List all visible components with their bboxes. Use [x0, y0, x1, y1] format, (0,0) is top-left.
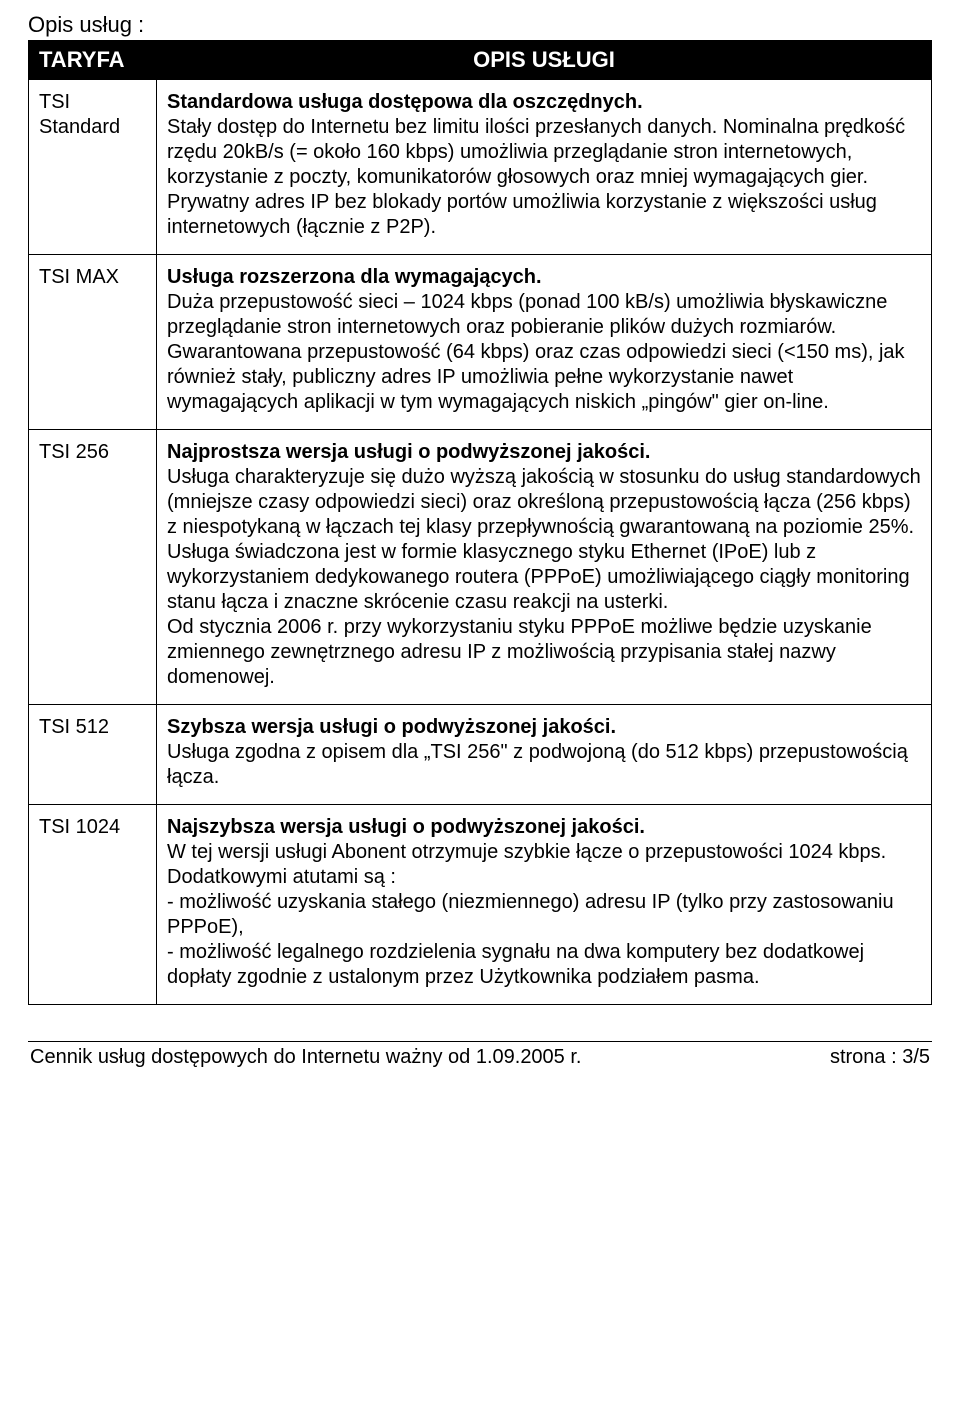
description-text: Usługa rozszerzona dla wymagających. Duża… — [167, 265, 921, 415]
footer-left: Cennik usług dostępowych do Internetu wa… — [30, 1046, 581, 1069]
col-header-tariff: TARYFA — [29, 41, 157, 80]
tariff-name-line1: TSI 512 — [39, 715, 146, 740]
tariff-cell: TSIStandard — [29, 80, 157, 255]
description-cell: Najszybsza wersja usługi o podwyższonej … — [157, 805, 932, 1005]
table-body: TSIStandard Standardowa usługa dostępowa … — [29, 80, 932, 1005]
description-cell: Standardowa usługa dostępowa dla oszczęd… — [157, 80, 932, 255]
description-rest: Usługa charakteryzuje się dużo wyższą ja… — [167, 466, 921, 688]
table-row: TSI 1024 Najszybsza wersja usługi o podwy… — [29, 805, 932, 1005]
description-cell: Usługa rozszerzona dla wymagających. Duża… — [157, 255, 932, 430]
description-cell: Szybsza wersja usługi o podwyższonej jak… — [157, 705, 932, 805]
description-text: Najprostsza wersja usługi o podwyższonej… — [167, 440, 921, 690]
services-table: TARYFA OPIS USŁUGI TSIStandard Standardow… — [28, 40, 932, 1005]
tariff-name-line1: TSI 256 — [39, 440, 146, 465]
description-text: Najszybsza wersja usługi o podwyższonej … — [167, 815, 921, 990]
description-bold: Szybsza wersja usługi o podwyższonej jak… — [167, 716, 616, 738]
footer-separator — [28, 1041, 932, 1042]
description-bold: Standardowa usługa dostępowa dla oszczęd… — [167, 91, 643, 113]
tariff-name-line1: TSI — [39, 90, 146, 115]
description-text: Standardowa usługa dostępowa dla oszczęd… — [167, 90, 921, 240]
tariff-name-line1: TSI 1024 — [39, 815, 146, 840]
table-header-row: TARYFA OPIS USŁUGI — [29, 41, 932, 80]
description-bold: Najszybsza wersja usługi o podwyższonej … — [167, 816, 645, 838]
tariff-cell: TSI 1024 — [29, 805, 157, 1005]
footer-right: strona : 3/5 — [830, 1046, 930, 1069]
description-bold: Usługa rozszerzona dla wymagających. — [167, 266, 542, 288]
tariff-name-line1: TSI MAX — [39, 265, 146, 290]
footer: Cennik usług dostępowych do Internetu wa… — [28, 1046, 932, 1069]
description-cell: Najprostsza wersja usługi o podwyższonej… — [157, 430, 932, 705]
description-rest: W tej wersji usługi Abonent otrzymuje sz… — [167, 841, 894, 988]
description-bold: Najprostsza wersja usługi o podwyższonej… — [167, 441, 650, 463]
description-rest: Stały dostęp do Internetu bez limitu ilo… — [167, 116, 905, 238]
col-header-desc: OPIS USŁUGI — [157, 41, 932, 80]
tariff-cell: TSI MAX — [29, 255, 157, 430]
description-rest: Duża przepustowość sieci – 1024 kbps (po… — [167, 291, 905, 413]
description-rest: Usługa zgodna z opisem dla „TSI 256" z p… — [167, 741, 908, 788]
table-row: TSI 256 Najprostsza wersja usługi o podwy… — [29, 430, 932, 705]
page: Opis usług : TARYFA OPIS USŁUGI TSIStand… — [0, 0, 960, 1089]
section-title: Opis usług : — [28, 12, 932, 38]
description-text: Szybsza wersja usługi o podwyższonej jak… — [167, 715, 921, 790]
tariff-cell: TSI 512 — [29, 705, 157, 805]
table-row: TSI MAX Usługa rozszerzona dla wymagający… — [29, 255, 932, 430]
table-row: TSI 512 Szybsza wersja usługi o podwyższo… — [29, 705, 932, 805]
tariff-name-line2: Standard — [39, 115, 146, 140]
table-row: TSIStandard Standardowa usługa dostępowa … — [29, 80, 932, 255]
tariff-cell: TSI 256 — [29, 430, 157, 705]
